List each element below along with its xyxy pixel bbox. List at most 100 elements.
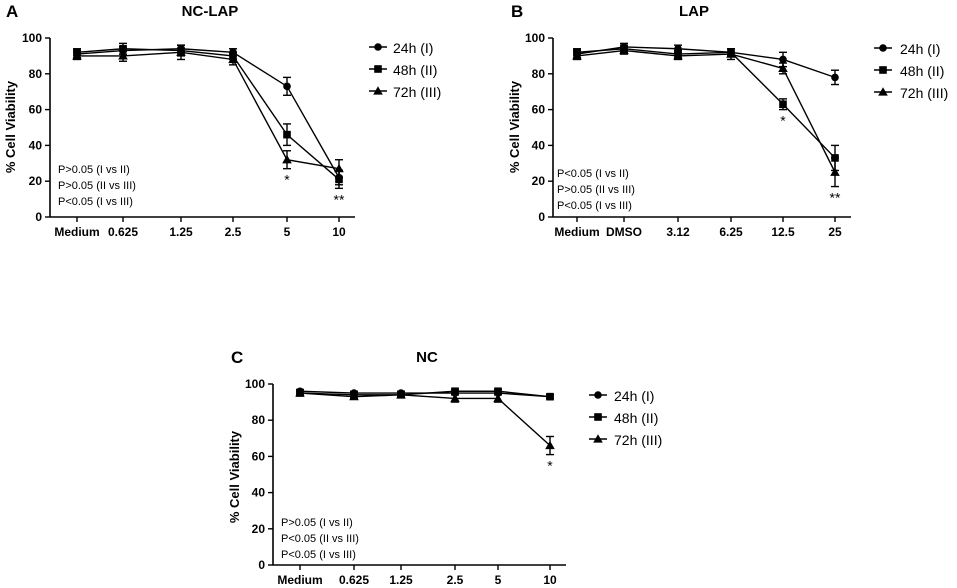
series-line — [76, 48, 340, 178]
x-tick-label: 3.12 — [666, 225, 690, 239]
y-tick-label: 0 — [538, 210, 545, 224]
series-line — [576, 49, 836, 173]
stat-line: P>0.05 (I vs II) — [281, 517, 353, 529]
y-tick-label: 0 — [35, 210, 42, 224]
data-point — [335, 175, 343, 184]
y-tick-label: 20 — [29, 174, 43, 188]
significance-mark: ** — [334, 191, 345, 207]
panel-letter: C — [231, 348, 243, 367]
data-point — [779, 100, 787, 109]
data-point — [778, 63, 788, 73]
stats-block: P>0.05 (I vs II) P<0.05 (II vs III) P<0.… — [281, 517, 359, 561]
data-point — [830, 167, 840, 176]
y-tick-label: 20 — [252, 522, 266, 536]
stat-line: P<0.05 (II vs III) — [281, 533, 359, 545]
data-point — [295, 388, 305, 397]
legend: 24h (I) 48h (II) 72h (III) — [900, 41, 948, 101]
significance-mark: ** — [830, 190, 841, 206]
legend: 24h (I) 48h (II) 72h (III) — [393, 40, 441, 100]
y-tick-label: 20 — [532, 174, 546, 188]
y-tick-label: 40 — [532, 138, 546, 152]
chart-title: NC-LAP — [182, 3, 239, 20]
data-point — [72, 51, 82, 60]
legend-label: 72h (III) — [393, 84, 441, 100]
legend-marker — [594, 391, 602, 399]
legend-marker — [594, 413, 602, 421]
legend-marker — [374, 43, 382, 51]
panel-c: C NC % Cell Viability P>0.05 (I vs II) P… — [227, 348, 662, 587]
legend-label: 48h (II) — [393, 62, 437, 78]
y-tick-label: 100 — [525, 31, 545, 45]
significance-mark: * — [547, 458, 553, 474]
legend-label: 24h (I) — [614, 388, 654, 404]
series-line — [576, 48, 836, 159]
plot-area: 0 20 40 60 80 100 Medium 0.625 1.25 2.5 5 10 * — [245, 377, 607, 587]
legend: 24h (I) 48h (II) 72h (III) — [614, 388, 662, 448]
data-point — [334, 163, 344, 173]
y-tick-label: 60 — [532, 103, 546, 117]
x-tick-label: 0.625 — [339, 573, 369, 587]
data-point — [619, 45, 629, 55]
stat-line: P<0.05 (I vs III) — [281, 549, 356, 561]
panel-letter: A — [6, 2, 18, 21]
legend-marker — [593, 434, 603, 443]
panel-b: B LAP % Cell Viability P<0.05 (I vs II) … — [507, 2, 948, 239]
stat-line: P<0.05 (I vs III) — [557, 200, 632, 212]
y-tick-label: 0 — [258, 558, 265, 572]
legend-marker — [879, 66, 887, 74]
stat-line: P>0.05 (II vs III) — [557, 184, 635, 196]
x-tick-label: Medium — [277, 573, 322, 587]
y-tick-label: 80 — [532, 67, 546, 81]
x-tick-label: 10 — [543, 573, 557, 587]
x-tick-label: 1.25 — [169, 225, 193, 239]
x-tick-label: Medium — [54, 225, 99, 239]
data-point — [494, 387, 502, 396]
y-tick-label: 60 — [29, 103, 43, 117]
data-point — [228, 54, 238, 64]
y-axis-label: % Cell Viability — [227, 430, 242, 523]
legend-marker — [878, 87, 888, 96]
data-point — [283, 130, 291, 139]
x-tick-label: Medium — [554, 225, 599, 239]
legend-label: 48h (II) — [900, 63, 944, 79]
x-tick-label: 0.625 — [108, 225, 138, 239]
legend-marker — [374, 65, 382, 73]
stats-block: P>0.05 (I vs II) P>0.05 (II vs III) P<0.… — [58, 164, 136, 208]
significance-mark: * — [780, 113, 786, 129]
legend-label: 72h (III) — [614, 432, 662, 448]
data-point — [572, 51, 582, 60]
x-tick-label: 1.25 — [389, 573, 413, 587]
legend-marker — [373, 86, 383, 95]
legend-marker — [879, 44, 887, 52]
data-point — [396, 390, 406, 399]
series-line — [77, 51, 340, 170]
y-tick-label: 40 — [252, 486, 266, 500]
data-point — [282, 154, 292, 164]
x-tick-label: 6.25 — [719, 225, 743, 239]
x-tick-label: 2.5 — [225, 225, 242, 239]
stat-line: P>0.05 (I vs II) — [58, 164, 130, 176]
y-tick-label: 80 — [29, 67, 43, 81]
data-point — [450, 393, 460, 403]
chart-title: LAP — [679, 3, 709, 20]
x-tick-label: 12.5 — [771, 225, 795, 239]
legend-label: 24h (I) — [393, 40, 433, 56]
significance-mark: * — [284, 172, 290, 188]
y-axis-label: % Cell Viability — [507, 80, 522, 173]
data-point — [349, 391, 359, 401]
stats-block: P<0.05 (I vs II) P>0.05 (II vs III) P<0.… — [557, 168, 635, 212]
y-tick-label: 100 — [245, 377, 265, 391]
x-tick-label: 10 — [332, 225, 346, 239]
data-point — [119, 44, 127, 53]
data-point — [493, 393, 503, 403]
legend-label: 24h (I) — [900, 41, 940, 57]
data-point — [118, 51, 128, 60]
data-point — [546, 392, 554, 401]
y-tick-label: 100 — [22, 31, 42, 45]
data-point — [545, 440, 555, 450]
data-point — [283, 82, 291, 91]
x-tick-label: 25 — [828, 225, 842, 239]
